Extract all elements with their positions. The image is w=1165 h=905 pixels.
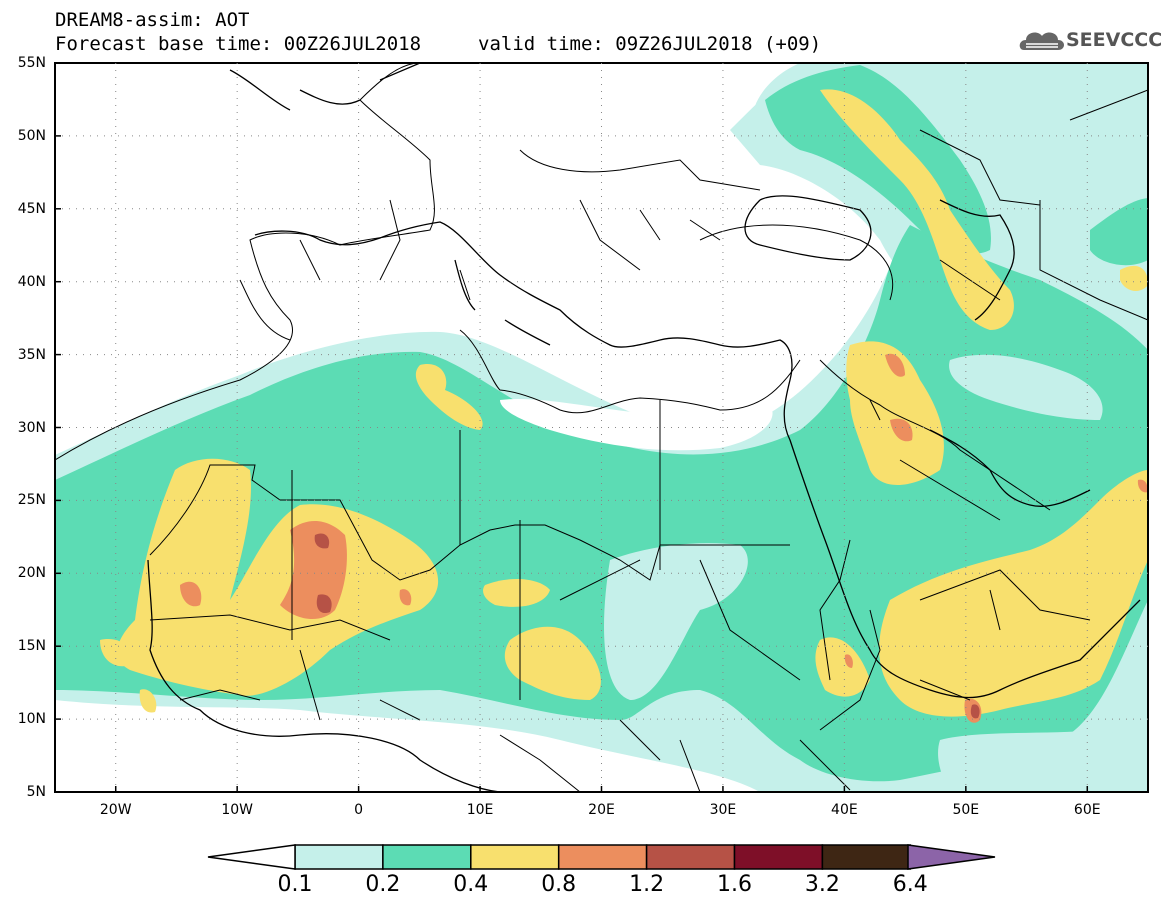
seevccc-logo-text: SEEVCCC: [1066, 29, 1163, 51]
colorbar-label: 0.1: [277, 872, 313, 897]
lat-label: 25N: [17, 492, 46, 509]
lon-label: 50E: [952, 802, 980, 818]
colorbar-box: [294, 844, 384, 870]
lat-label: 35N: [17, 346, 46, 363]
lon-label: 30E: [709, 802, 737, 818]
lon-label: 20W: [99, 802, 132, 818]
colorbar-box: [557, 844, 648, 870]
axis-ticks: [55, 62, 1089, 793]
aot-field: [55, 63, 1148, 792]
lat-label: 15N: [17, 638, 46, 655]
lon-label: 60E: [1073, 802, 1101, 818]
lat-label: 10N: [17, 711, 46, 728]
lon-label: 0: [354, 802, 364, 818]
lat-label: 50N: [17, 127, 46, 144]
colorbar-label: 6.4: [892, 872, 928, 897]
colorbar-box: [821, 844, 912, 870]
lat-label: 5N: [26, 784, 46, 800]
colorbar-box: [382, 844, 472, 870]
graticule: [55, 63, 1148, 792]
map-title: DREAM8-assim: AOT: [55, 9, 250, 31]
colorbar-box: [470, 844, 560, 870]
lat-label: 55N: [17, 55, 46, 71]
aot-band-0-8: [180, 353, 1148, 723]
aot-band-0-4: [100, 89, 1148, 717]
forecast-base-time: Forecast base time: 00Z26JUL2018: [55, 33, 422, 55]
colorbar-low-arrow: [207, 844, 296, 870]
colorbar-label: 3.2: [804, 872, 840, 897]
aot-band-0-1-inner: [604, 354, 1148, 792]
colorbar-box: [645, 844, 736, 870]
colorbar-label: 0.8: [541, 872, 577, 897]
colorbar-label: 0.2: [365, 872, 401, 897]
colorbar-high-arrow: [907, 844, 996, 870]
valid-time: valid time: 09Z26JUL2018 (+09): [478, 33, 822, 55]
coastlines: [147, 63, 1141, 792]
colorbar-label: 1.6: [717, 872, 752, 897]
lon-label: 10E: [466, 802, 494, 818]
colorbar-label: 0.4: [453, 872, 489, 897]
lon-label: 10W: [221, 802, 253, 818]
lat-label: 20N: [17, 565, 46, 582]
lon-label: 40E: [831, 802, 858, 818]
cloud-icon: [1019, 32, 1064, 50]
country-borders: [55, 63, 1148, 792]
colorbar-box: [733, 844, 824, 870]
colorbar-label: 1.2: [629, 872, 665, 897]
lat-label: 45N: [17, 200, 46, 217]
seevccc-logo: [1019, 32, 1064, 50]
lon-label: 20E: [588, 802, 615, 818]
lat-label: 40N: [17, 273, 46, 290]
lat-label: 30N: [17, 419, 46, 436]
aot-band-1-2: [314, 533, 980, 719]
